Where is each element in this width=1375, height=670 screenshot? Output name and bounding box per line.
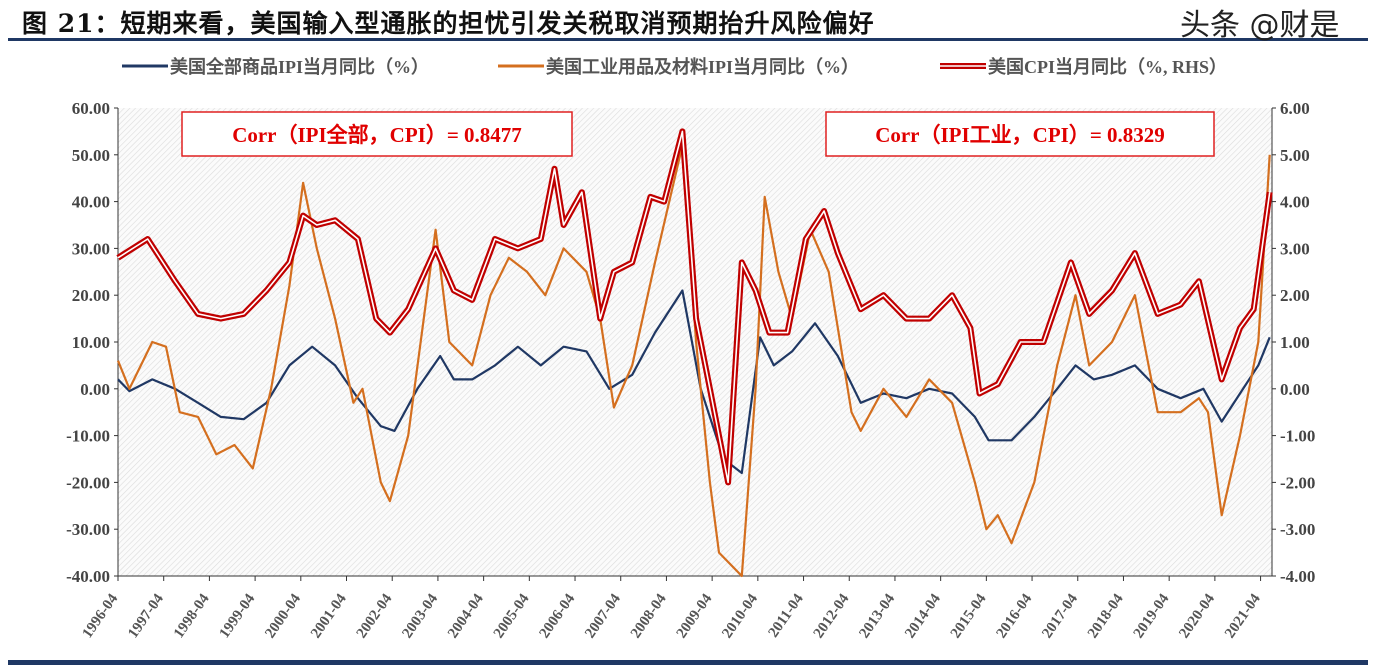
x-tick-label: 2016-04 bbox=[994, 591, 1036, 642]
x-tick-label: 2003-04 bbox=[399, 591, 441, 642]
x-tick-label: 2011-04 bbox=[766, 591, 808, 641]
right-tick-label: 5.00 bbox=[1280, 146, 1310, 165]
left-tick-label: 30.00 bbox=[72, 239, 110, 258]
x-tick-label: 2020-04 bbox=[1176, 591, 1218, 642]
correlation-label: Corr（IPI工业，CPI）= 0.8329 bbox=[875, 123, 1165, 147]
left-tick-label: 40.00 bbox=[72, 193, 110, 212]
x-tick-label: 2013-04 bbox=[856, 591, 898, 642]
x-tick-label: 2017-04 bbox=[1039, 591, 1081, 642]
x-tick-label: 2015-04 bbox=[948, 591, 990, 642]
right-tick-label: -3.00 bbox=[1280, 520, 1315, 539]
x-tick-label: 2018-04 bbox=[1085, 591, 1127, 642]
right-tick-label: 3.00 bbox=[1280, 239, 1310, 258]
x-tick-label: 2009-04 bbox=[674, 591, 716, 642]
right-tick-label: -4.00 bbox=[1280, 567, 1315, 586]
x-tick-label: 2019-04 bbox=[1131, 591, 1173, 642]
left-tick-label: 10.00 bbox=[72, 333, 110, 352]
correlation-box bbox=[181, 111, 573, 157]
left-tick-label: 0.00 bbox=[80, 380, 110, 399]
left-tick-label: 20.00 bbox=[72, 286, 110, 305]
x-tick-label: 2021-04 bbox=[1222, 591, 1264, 642]
x-tick-label: 2004-04 bbox=[445, 591, 487, 642]
legend: 美国全部商品IPI当月同比（%） 美国工业用品及材料IPI当月同比（%） 美国CPI… bbox=[122, 56, 1227, 77]
left-tick-label: -40.00 bbox=[66, 567, 110, 586]
x-tick-label: 2005-04 bbox=[491, 591, 533, 642]
left-tick-label: -30.00 bbox=[66, 520, 110, 539]
x-tick-label: 2001-04 bbox=[308, 591, 350, 642]
x-tick-label: 2010-04 bbox=[719, 591, 761, 642]
series-line-industrial-ipi bbox=[116, 144, 1271, 578]
right-tick-label: -1.00 bbox=[1280, 427, 1315, 446]
x-tick-label: 2008-04 bbox=[628, 591, 670, 642]
x-tick-label: 1996-04 bbox=[79, 591, 121, 642]
bottom-divider bbox=[8, 660, 1368, 665]
x-tick-label: 1997-04 bbox=[125, 591, 167, 642]
legend-label: 美国CPI当月同比（%, RHS） bbox=[988, 56, 1227, 77]
right-tick-label: -2.00 bbox=[1280, 473, 1315, 492]
right-tick-label: 0.00 bbox=[1280, 380, 1310, 399]
chart-title: 图 21：短期来看，美国输入型通胀的担忧引发关税取消预期抬升风险偏好 bbox=[22, 9, 875, 38]
left-tick-label: 60.00 bbox=[72, 99, 110, 118]
right-tick-label: 1.00 bbox=[1280, 333, 1310, 352]
correlation-label: Corr（IPI全部，CPI）= 0.8477 bbox=[232, 123, 522, 147]
left-tick-label: -10.00 bbox=[66, 427, 110, 446]
x-tick-label: 2012-04 bbox=[811, 591, 853, 642]
left-tick-label: -20.00 bbox=[66, 473, 110, 492]
legend-label: 美国工业用品及材料IPI当月同比（%） bbox=[546, 56, 859, 77]
right-tick-label: 6.00 bbox=[1280, 99, 1310, 118]
x-tick-label: 2000-04 bbox=[262, 591, 304, 642]
legend-label: 美国全部商品IPI当月同比（%） bbox=[170, 56, 429, 77]
left-tick-label: 50.00 bbox=[72, 146, 110, 165]
x-tick-label: 2006-04 bbox=[537, 591, 579, 642]
right-tick-label: 2.00 bbox=[1280, 286, 1310, 305]
x-tick-label: 1999-04 bbox=[217, 591, 259, 642]
watermark: 头条 @财是 bbox=[1180, 8, 1340, 43]
series-line-cpi-inner bbox=[117, 130, 1271, 484]
x-tick-label: 2014-04 bbox=[902, 591, 944, 642]
x-tick-label: 2007-04 bbox=[582, 591, 624, 642]
x-tick-label: 1998-04 bbox=[171, 591, 213, 642]
series-line-all-ipi bbox=[117, 289, 1271, 475]
title-divider bbox=[8, 38, 1368, 41]
correlation-box bbox=[825, 111, 1215, 157]
x-tick-label: 2002-04 bbox=[354, 591, 396, 642]
right-tick-label: 4.00 bbox=[1280, 193, 1310, 212]
